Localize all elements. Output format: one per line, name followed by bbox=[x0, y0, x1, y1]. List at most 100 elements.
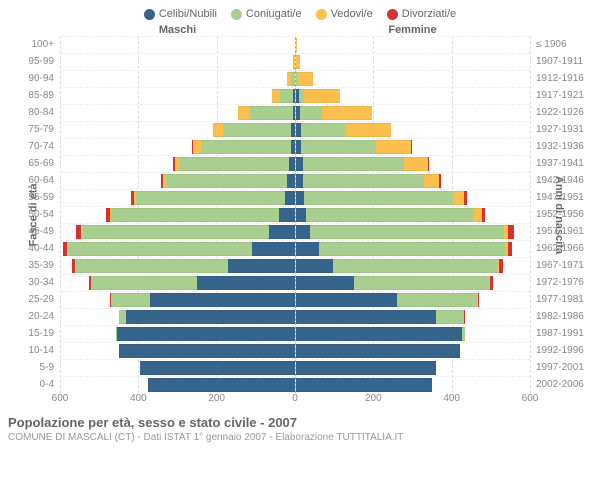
age-row: 85-891917-1921 bbox=[0, 87, 600, 104]
male-bar bbox=[60, 292, 296, 308]
bar-segment bbox=[301, 123, 346, 137]
bar-pair bbox=[60, 36, 530, 53]
bar-pair bbox=[60, 257, 530, 274]
bar-pair bbox=[60, 342, 530, 359]
bar-segment bbox=[397, 293, 477, 307]
legend-swatch bbox=[231, 9, 242, 20]
bar-segment bbox=[150, 293, 295, 307]
age-label: 60-64 bbox=[0, 175, 60, 186]
bar-segment bbox=[296, 225, 311, 239]
male-bar bbox=[60, 173, 296, 189]
bar-pair bbox=[60, 308, 530, 325]
bar-segment bbox=[453, 191, 464, 205]
bar-pair bbox=[60, 53, 530, 70]
bar-segment bbox=[213, 123, 223, 137]
bar-segment bbox=[462, 327, 465, 341]
bar-segment bbox=[223, 123, 291, 137]
bar-segment bbox=[119, 310, 126, 324]
bar-segment bbox=[197, 276, 295, 290]
bar-segment bbox=[280, 89, 294, 103]
age-row: 0-42002-2006 bbox=[0, 376, 600, 393]
bar-segment bbox=[269, 225, 294, 239]
chart-title: Popolazione per età, sesso e stato civil… bbox=[8, 415, 592, 430]
bar-pair bbox=[60, 155, 530, 172]
bar-segment bbox=[303, 174, 424, 188]
age-row: 30-34 1972-1976 bbox=[0, 274, 600, 291]
x-tick: 600 bbox=[522, 393, 539, 404]
bar-segment bbox=[252, 242, 295, 256]
age-label: 55-59 bbox=[0, 192, 60, 203]
age-label: 35-39 bbox=[0, 260, 60, 271]
bar-segment bbox=[111, 208, 279, 222]
year-label: 1982-1986 bbox=[530, 311, 600, 322]
age-label: 75-79 bbox=[0, 124, 60, 135]
bar-pair bbox=[60, 172, 530, 189]
bar-segment bbox=[293, 106, 295, 120]
age-label: 25-29 bbox=[0, 294, 60, 305]
female-bar bbox=[296, 207, 531, 223]
age-label: 5-9 bbox=[0, 362, 60, 373]
bar-segment bbox=[424, 174, 440, 188]
male-bar bbox=[60, 309, 296, 325]
age-label: 0-4 bbox=[0, 379, 60, 390]
bar-segment bbox=[296, 208, 307, 222]
x-tick: 200 bbox=[208, 393, 225, 404]
bar-segment bbox=[404, 157, 427, 171]
legend-swatch bbox=[387, 9, 398, 20]
bar-segment bbox=[126, 310, 294, 324]
bar-segment bbox=[287, 174, 294, 188]
year-label: 1972-1976 bbox=[530, 277, 600, 288]
legend-label: Coniugati/e bbox=[246, 8, 302, 20]
year-label: 1967-1971 bbox=[530, 260, 600, 271]
female-bar bbox=[296, 309, 531, 325]
x-tick: 600 bbox=[52, 393, 69, 404]
bar-segment bbox=[428, 157, 429, 171]
age-row: 95-991907-1911 bbox=[0, 53, 600, 70]
bar-segment bbox=[333, 259, 497, 273]
bar-segment bbox=[193, 140, 201, 154]
female-bar bbox=[296, 122, 531, 138]
female-header: Femmine bbox=[295, 24, 530, 36]
age-row: 80-841922-1926 bbox=[0, 104, 600, 121]
male-header: Maschi bbox=[60, 24, 295, 36]
female-bar bbox=[296, 190, 531, 206]
bar-pair bbox=[60, 223, 530, 240]
bar-segment bbox=[289, 157, 295, 171]
female-bar bbox=[296, 139, 531, 155]
bar-segment bbox=[238, 106, 250, 120]
age-label: 80-84 bbox=[0, 107, 60, 118]
age-row: 10-141992-1996 bbox=[0, 342, 600, 359]
bar-pair bbox=[60, 121, 530, 138]
bar-segment bbox=[296, 327, 462, 341]
bar-pair bbox=[60, 87, 530, 104]
bar-segment bbox=[304, 89, 339, 103]
age-row: 50-541952-1956 bbox=[0, 206, 600, 223]
bar-segment bbox=[285, 191, 295, 205]
bar-segment bbox=[140, 361, 294, 375]
bar-segment bbox=[474, 208, 481, 222]
age-row: 5-91997-2001 bbox=[0, 359, 600, 376]
female-bar bbox=[296, 224, 531, 240]
bar-pair bbox=[60, 376, 530, 393]
male-bar bbox=[60, 37, 296, 53]
bar-segment bbox=[136, 191, 285, 205]
bar-segment bbox=[296, 174, 303, 188]
legend-item: Celibi/Nubili bbox=[144, 8, 217, 20]
bar-pair bbox=[60, 138, 530, 155]
female-bar bbox=[296, 343, 531, 359]
x-tick: 200 bbox=[365, 393, 382, 404]
age-label: 10-14 bbox=[0, 345, 60, 356]
year-label: ≤ 1906 bbox=[530, 39, 600, 50]
bar-segment bbox=[300, 106, 321, 120]
bar-segment bbox=[296, 242, 319, 256]
age-row: 20-241982-1986 bbox=[0, 308, 600, 325]
age-label: 30-34 bbox=[0, 277, 60, 288]
male-bar bbox=[60, 360, 296, 376]
bar-segment bbox=[436, 310, 463, 324]
year-label: 1952-1956 bbox=[530, 209, 600, 220]
bar-segment bbox=[272, 89, 280, 103]
bar-segment bbox=[296, 378, 433, 392]
male-bar bbox=[60, 241, 296, 257]
year-label: 1942-1946 bbox=[530, 175, 600, 186]
age-label: 40-44 bbox=[0, 243, 60, 254]
